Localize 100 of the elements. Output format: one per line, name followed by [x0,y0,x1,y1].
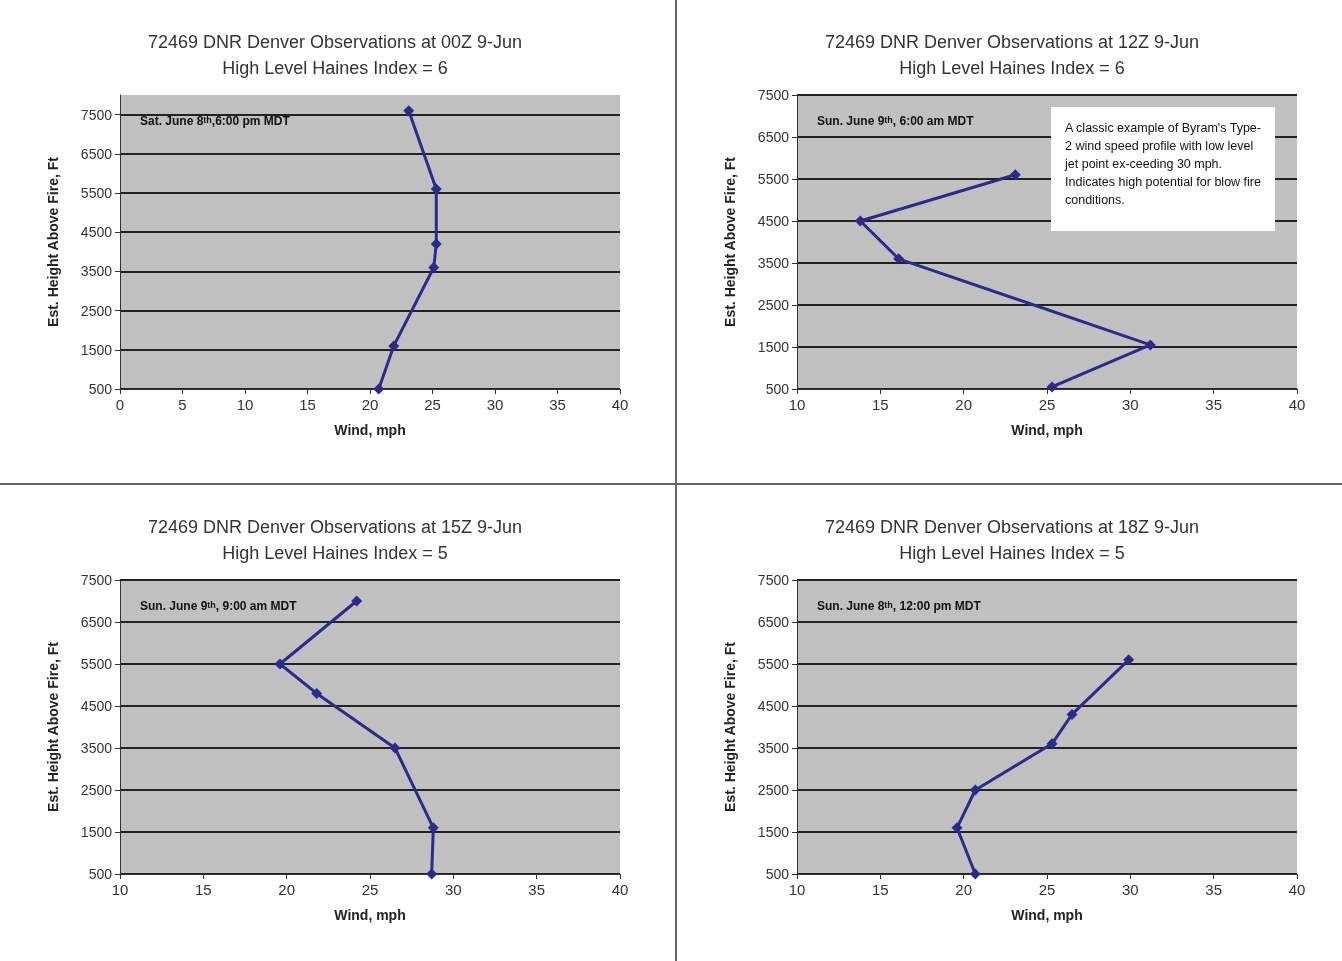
point [854,215,866,227]
y-tick-label: 7500 [757,572,790,588]
x-axis-title: Wind, mph [1011,422,1083,438]
y-tick-label: 4500 [80,698,113,714]
x-tick-label: 40 [611,396,629,413]
x-tick-label: 35 [549,396,566,413]
point [969,784,981,796]
y-tick-label: 5500 [80,656,113,672]
y-tick-label: 500 [88,381,113,397]
chart-title: 72469 DNR Denver Observations at 12Z 9-Jun [824,32,1200,52]
x-tick-label: 5 [178,396,187,413]
x-tick-label: 15 [299,396,316,413]
point [389,742,401,754]
y-tick-label: 3500 [80,263,113,280]
point [311,687,323,699]
x-tick-label: 10 [236,396,254,413]
chart-title: 72469 DNR Denver Observations at 18Z 9-Jun [824,517,1200,537]
x-tick-label: 40 [611,881,629,898]
y-tick-label: 5500 [80,185,113,201]
x-tick-label: 25 [424,396,441,413]
y-tick-label: 3500 [80,740,113,756]
x-tick-label: 15 [194,881,212,898]
point [373,383,385,395]
x-tick-label: 30 [1121,396,1139,413]
x-tick-label: 35 [528,881,546,898]
x-tick-label: 40 [1288,396,1306,413]
x-tick-label: 30 [444,881,462,898]
point [969,868,981,880]
y-tick-label: 1500 [80,341,113,358]
x-tick-label: 20 [361,396,379,413]
point [274,658,286,670]
y-tick-label: 2500 [757,782,790,798]
point [403,105,415,117]
x-axis-title: Wind, mph [334,422,406,438]
x-tick-label: 40 [1288,881,1306,898]
y-tick-label: 7500 [757,87,790,103]
point [893,253,905,265]
y-tick-label: 2500 [757,297,790,313]
chart-subtitle: High Level Haines Index = 6 [222,58,448,78]
y-tick-label: 6500 [757,129,790,145]
y-tick-label: 6500 [80,145,113,162]
y-tick-label: 7500 [80,572,113,588]
y-axis-title: Est. Height Above Fire, Ft [722,156,738,327]
point [1123,654,1135,666]
y-tick-label: 4500 [757,698,790,714]
x-tick-label: 35 [1205,396,1223,413]
y-tick-label: 1500 [80,824,113,840]
point [1066,708,1078,720]
y-tick-label: 2500 [80,302,113,319]
point [388,340,400,352]
point [430,183,442,195]
x-tick-label: 25 [1038,396,1056,413]
chart-title: 72469 DNR Denver Observations at 15Z 9-Jun [147,517,523,537]
point [1144,339,1156,351]
point [951,822,963,834]
x-tick-label: 35 [1205,881,1223,898]
chart-title: 72469 DNR Denver Observations at 00Z 9-Jun [147,32,523,52]
x-tick-label: 10 [788,396,806,413]
y-tick-label: 1500 [757,339,790,355]
x-tick-label: 20 [955,396,973,413]
y-tick-label: 2500 [80,782,113,798]
y-tick-label: 5500 [757,171,790,187]
x-tick-label: 20 [278,881,296,898]
point [426,868,438,880]
y-axis-title: Est. Height Above Fire, Ft [45,641,61,812]
y-tick-label: 4500 [80,224,113,241]
point [1009,169,1021,181]
point [351,595,363,607]
y-tick-label: 3500 [757,740,790,756]
x-tick-label: 15 [871,396,889,413]
y-tick-label: 5500 [757,656,790,672]
y-tick-label: 6500 [80,614,113,630]
x-tick-label: 15 [871,881,889,898]
point [430,238,442,250]
y-tick-label: 500 [765,381,790,397]
point [1046,738,1058,750]
y-axis-title: Est. Height Above Fire, Ft [722,641,738,812]
x-tick-label: 30 [1121,881,1139,898]
y-tick-label: 7500 [80,106,113,123]
y-tick-label: 6500 [757,614,790,630]
annotation: A classic example of Byram's Type-2 wind speed profile with low level jet point ex-ceeding 30 mph. Indicates high potential for blow fire conditions. [1065,120,1261,209]
x-axis-title: Wind, mph [1011,907,1083,923]
x-tick-label: 20 [955,881,973,898]
y-tick-label: 500 [765,866,790,882]
x-tick-label: 30 [486,396,504,413]
x-tick-label: 25 [1038,881,1056,898]
y-tick-label: 500 [88,866,113,882]
y-tick-label: 1500 [757,824,790,840]
y-axis-title: Est. Height Above Fire, Ft [45,156,61,327]
chart-subtitle: High Level Haines Index = 5 [222,543,448,563]
chart-subtitle: High Level Haines Index = 6 [899,58,1125,78]
y-tick-label: 4500 [757,213,790,229]
y-tick-label: 3500 [757,255,790,271]
x-tick-label: 25 [361,881,379,898]
x-tick-label: 0 [115,396,125,413]
x-axis-title: Wind, mph [334,907,406,923]
x-tick-label: 10 [111,881,129,898]
x-tick-label: 10 [788,881,806,898]
point [1046,381,1058,393]
chart-subtitle: High Level Haines Index = 5 [899,543,1125,563]
